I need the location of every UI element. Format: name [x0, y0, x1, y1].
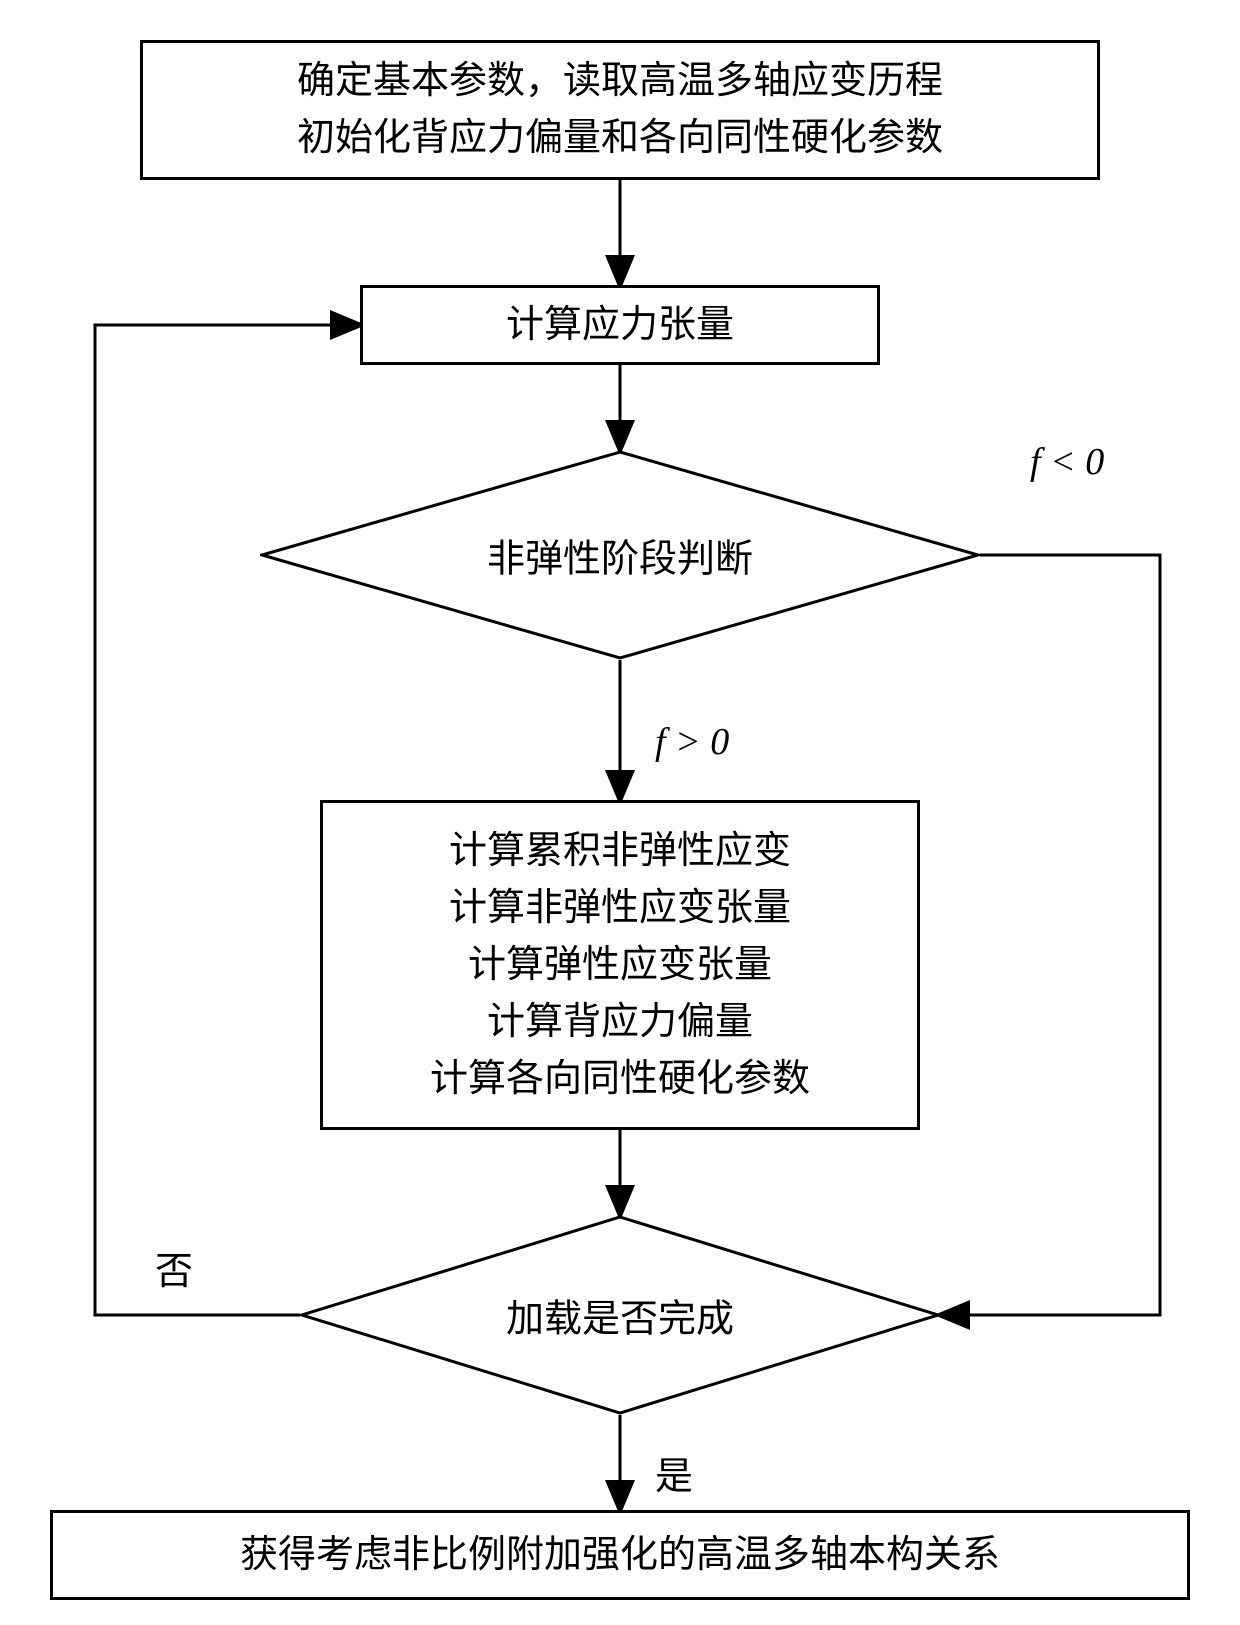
- node-text-line: 计算各向同性硬化参数: [430, 1051, 810, 1108]
- label-f-less-than-zero: f < 0: [1030, 440, 1104, 484]
- node-text-line: 计算应力张量: [506, 297, 734, 354]
- label-no: 否: [155, 1240, 193, 1295]
- node-calc-stress-tensor: 计算应力张量: [360, 285, 880, 365]
- node-init-params: 确定基本参数，读取高温多轴应变历程 初始化背应力偏量和各向同性硬化参数: [140, 40, 1100, 180]
- node-text-line: 计算弹性应变张量: [468, 937, 772, 994]
- node-calc-block: 计算累积非弹性应变 计算非弹性应变张量 计算弹性应变张量 计算背应力偏量 计算各…: [320, 800, 920, 1130]
- node-text-line: 确定基本参数，读取高温多轴应变历程: [297, 53, 943, 110]
- node-text-line: 加载是否完成: [506, 1288, 734, 1343]
- label-yes: 是: [655, 1445, 693, 1500]
- node-loading-complete-check: 加载是否完成: [300, 1215, 940, 1415]
- node-result: 获得考虑非比例附加强化的高温多轴本构关系: [50, 1510, 1190, 1600]
- node-text-line: 获得考虑非比例附加强化的高温多轴本构关系: [240, 1527, 1000, 1584]
- node-text-line: 初始化背应力偏量和各向同性硬化参数: [297, 110, 943, 167]
- node-text-line: 计算背应力偏量: [487, 994, 753, 1051]
- node-text-line: 计算非弹性应变张量: [449, 880, 791, 937]
- flowchart-container: 确定基本参数，读取高温多轴应变历程 初始化背应力偏量和各向同性硬化参数 计算应力…: [0, 0, 1240, 1625]
- node-text-line: 计算累积非弹性应变: [449, 823, 791, 880]
- label-f-greater-than-zero: f > 0: [655, 720, 729, 764]
- node-inelastic-check: 非弹性阶段判断: [260, 450, 980, 660]
- node-text-line: 非弹性阶段判断: [487, 528, 753, 583]
